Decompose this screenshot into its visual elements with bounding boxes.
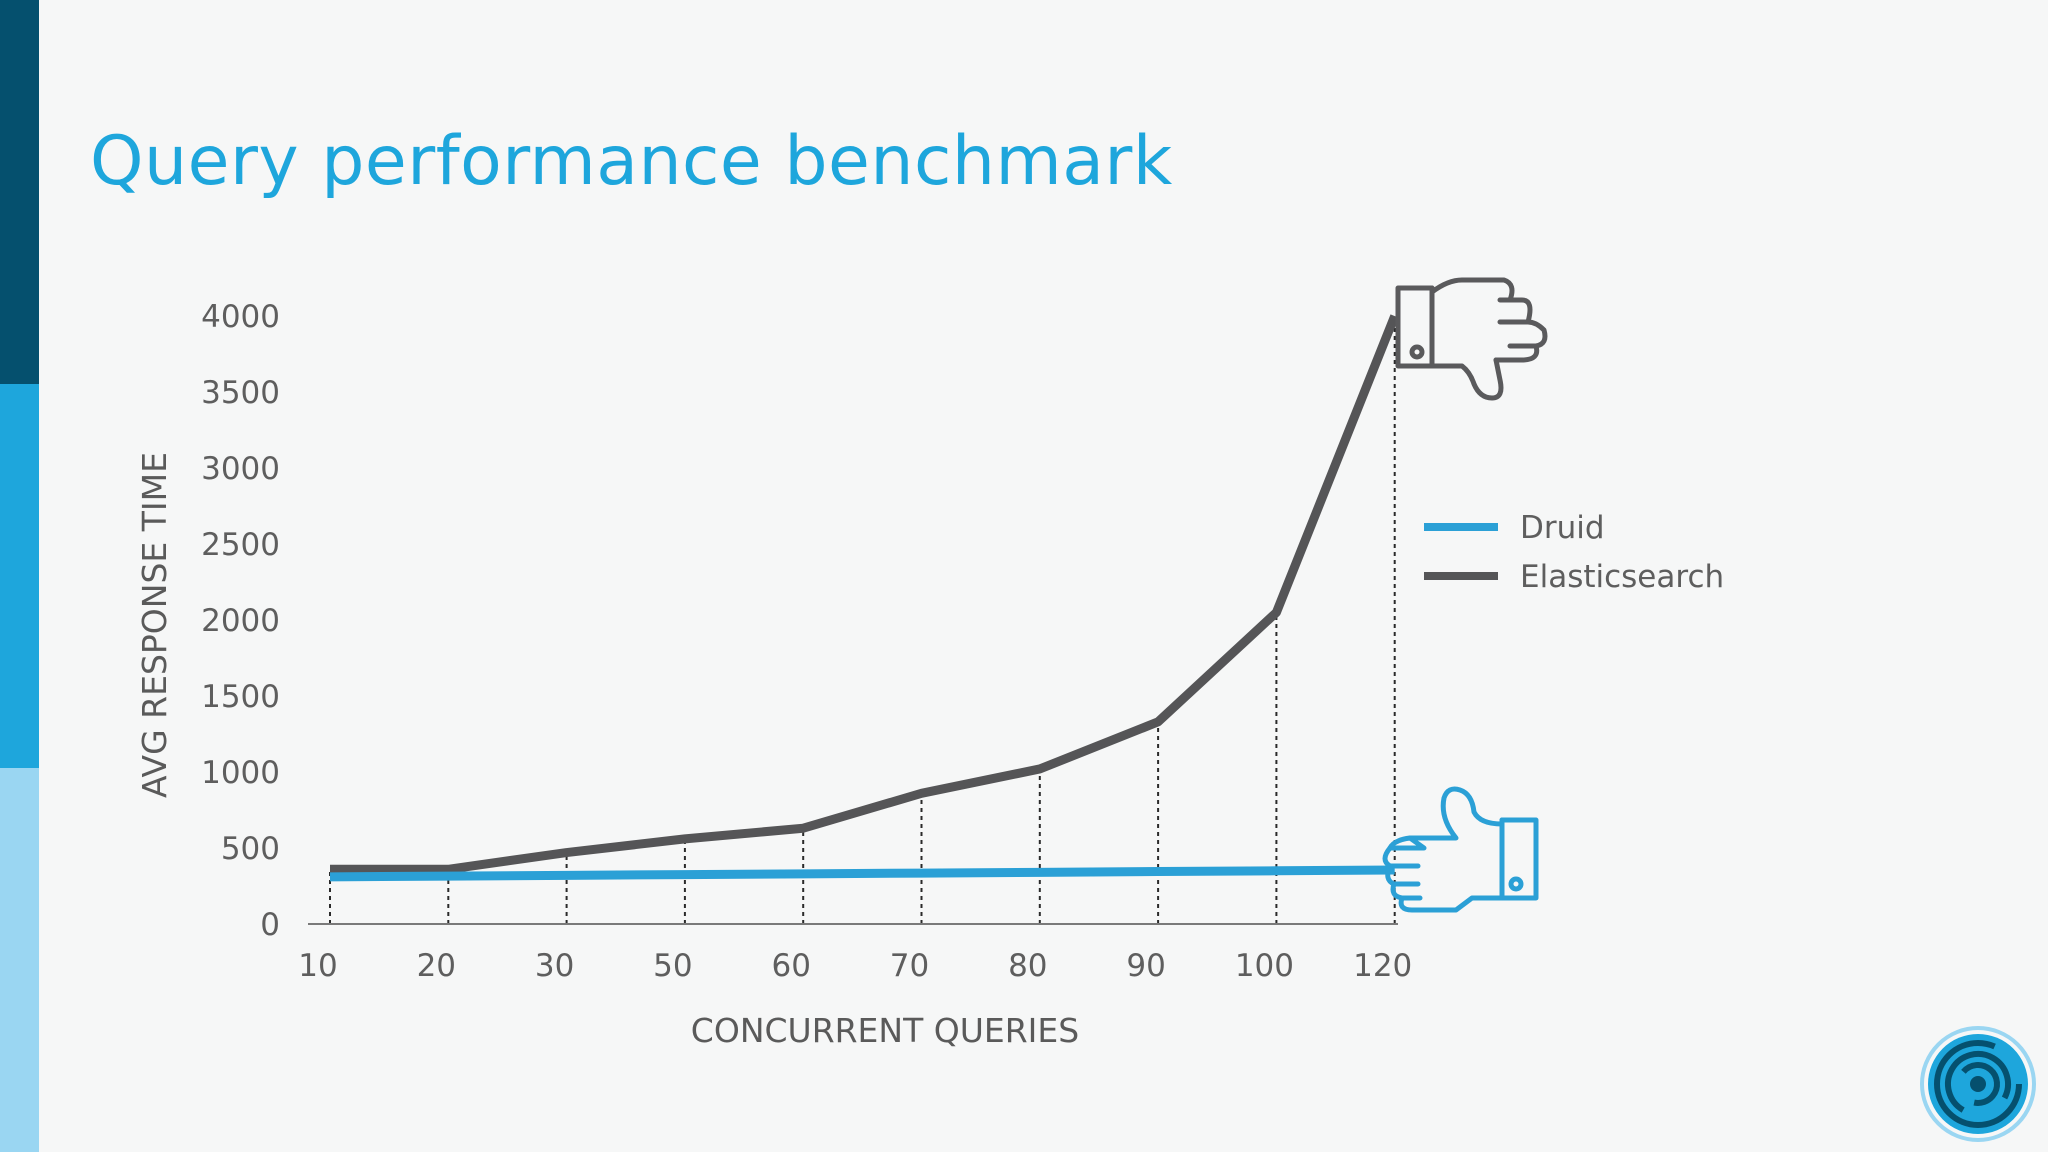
drop-lines <box>329 316 1396 924</box>
x-tick-label: 50 <box>653 948 692 984</box>
x-tick-label: 80 <box>1008 948 1047 984</box>
legend-label-elasticsearch: Elasticsearch <box>1520 559 1724 595</box>
thumbs-up-icon <box>1382 786 1539 913</box>
y-tick-labels: 0 500 1000 1500 2000 2500 3000 3500 4000 <box>201 299 280 943</box>
side-band-mid <box>0 384 39 768</box>
y-tick-label: 2000 <box>201 603 280 639</box>
y-tick-label: 0 <box>260 907 280 943</box>
x-tick-label: 10 <box>298 948 337 984</box>
series-line-druid <box>329 865 1395 882</box>
x-tick-label: 70 <box>890 948 929 984</box>
x-tick-label: 60 <box>771 948 810 984</box>
side-band-dark <box>0 0 39 384</box>
legend: Druid Elasticsearch <box>1424 510 1724 595</box>
y-tick-label: 3000 <box>201 451 280 487</box>
x-tick-labels: 10 20 30 50 60 70 80 90 100 120 <box>298 948 1412 984</box>
x-axis-title: CONCURRENT QUERIES <box>691 1011 1079 1050</box>
y-tick-label: 3500 <box>201 375 280 411</box>
y-tick-label: 4000 <box>201 299 280 335</box>
y-tick-label: 2500 <box>201 527 280 563</box>
series-lines <box>329 314 1399 882</box>
y-tick-label: 500 <box>221 831 280 867</box>
slide-title: Query performance benchmark <box>90 122 1173 201</box>
side-band-light <box>0 768 39 1152</box>
x-tick-label: 20 <box>417 948 456 984</box>
y-tick-label: 1000 <box>201 755 280 791</box>
x-tick-label: 90 <box>1126 948 1165 984</box>
y-axis-title: AVG RESPONSE TIME <box>135 452 174 798</box>
x-tick-label: 100 <box>1235 948 1294 984</box>
x-tick-label: 120 <box>1353 948 1412 984</box>
x-tick-label: 30 <box>535 948 574 984</box>
y-tick-label: 1500 <box>201 679 280 715</box>
thumbs-down-icon <box>1395 277 1548 401</box>
maze-logo-icon <box>1920 1026 2036 1142</box>
series-line-elasticsearch <box>330 314 1399 874</box>
legend-label-druid: Druid <box>1520 510 1605 546</box>
